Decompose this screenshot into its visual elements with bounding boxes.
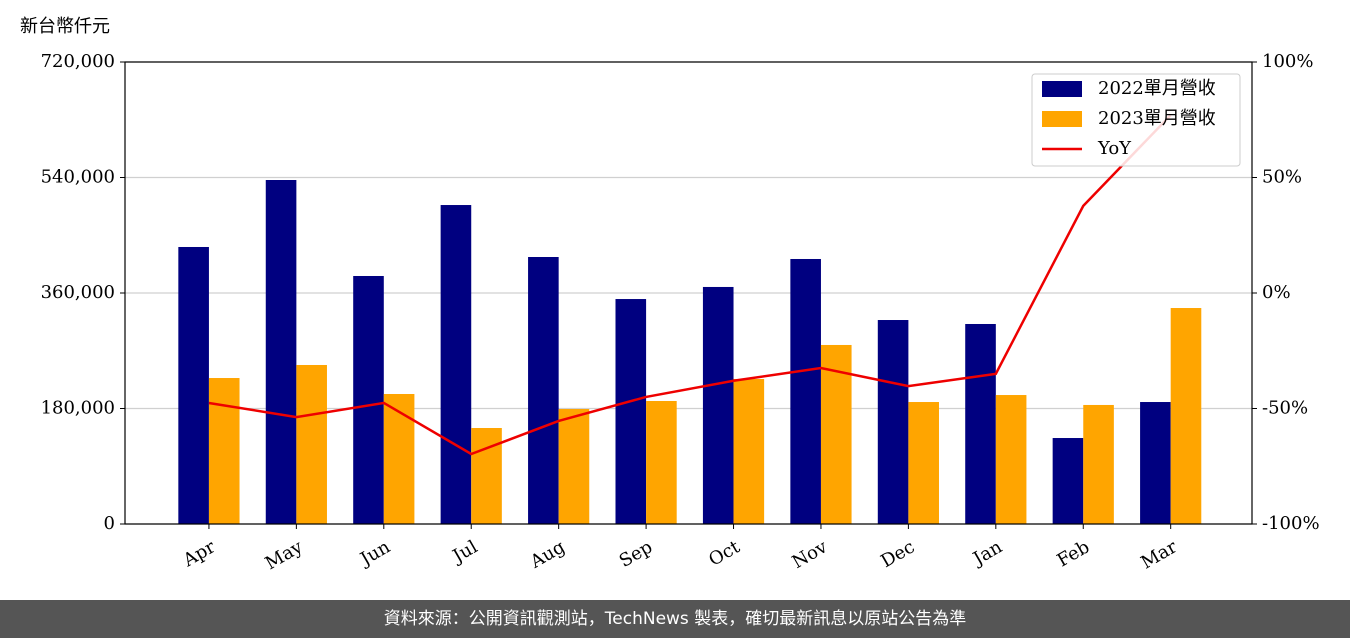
bar <box>702 286 734 524</box>
bar <box>471 428 502 524</box>
x-tick-label: Jun <box>355 536 394 571</box>
line <box>208 114 1172 456</box>
bar <box>1170 308 1202 524</box>
x-tick-label: Dec <box>877 536 918 572</box>
bar <box>877 320 909 524</box>
legend-swatch <box>1042 81 1082 97</box>
x-tick-label: Mar <box>1137 536 1181 573</box>
x-tick-label: Sep <box>616 536 656 571</box>
footer-band <box>0 600 1350 638</box>
bar <box>208 378 240 524</box>
bar <box>646 400 677 524</box>
plot-frame <box>124 61 1253 525</box>
legend-label: 2022單月營收 <box>1098 78 1216 99</box>
bar <box>908 402 939 524</box>
bar <box>820 344 852 524</box>
bar <box>296 364 327 524</box>
bar <box>995 395 1027 524</box>
bar <box>558 409 590 524</box>
x-tick-label: Jan <box>968 536 1006 570</box>
bar <box>790 258 821 524</box>
x-tick-label: Aug <box>526 536 569 573</box>
y2-tick-label: 50% <box>1262 167 1302 188</box>
x-tick-label: Apr <box>179 536 219 571</box>
bar <box>440 205 472 524</box>
x-tick-label: Oct <box>705 536 744 571</box>
bar <box>265 180 297 524</box>
y2-tick-label: -50% <box>1262 398 1308 419</box>
y2-tick-label: 0% <box>1262 282 1291 303</box>
y-axis-label: 新台幣仟元 <box>20 16 110 37</box>
bar <box>353 275 384 524</box>
legend-label: 2023單月營收 <box>1098 108 1216 129</box>
bar <box>733 378 765 524</box>
x-tick-label: Jul <box>448 536 482 568</box>
y2-tick-label: 100% <box>1262 51 1313 72</box>
legend-label: YoY <box>1097 138 1132 159</box>
bar <box>965 323 996 524</box>
x-tick-label: Nov <box>789 536 832 573</box>
bar <box>615 299 647 524</box>
y2-tick-label: -100% <box>1262 513 1320 534</box>
y-tick-label: 180,000 <box>41 398 115 419</box>
bar <box>383 393 415 524</box>
legend-box <box>1031 73 1241 167</box>
y-tick-label: 0 <box>104 513 115 534</box>
x-tick-label: Feb <box>1054 536 1094 571</box>
y-tick-label: 360,000 <box>41 282 115 303</box>
bar <box>1083 404 1114 524</box>
legend-swatch <box>1042 111 1082 127</box>
y-tick-label: 540,000 <box>41 167 115 188</box>
bar <box>1140 402 1171 524</box>
bar <box>1052 438 1084 524</box>
x-tick-label: May <box>262 536 307 574</box>
y-tick-label: 720,000 <box>41 51 115 72</box>
footer: 資料來源：公開資訊觀測站，TechNews 製表，確切最新訊息以原站公告為準 <box>384 609 966 629</box>
bar <box>178 246 209 524</box>
bar <box>528 257 559 524</box>
